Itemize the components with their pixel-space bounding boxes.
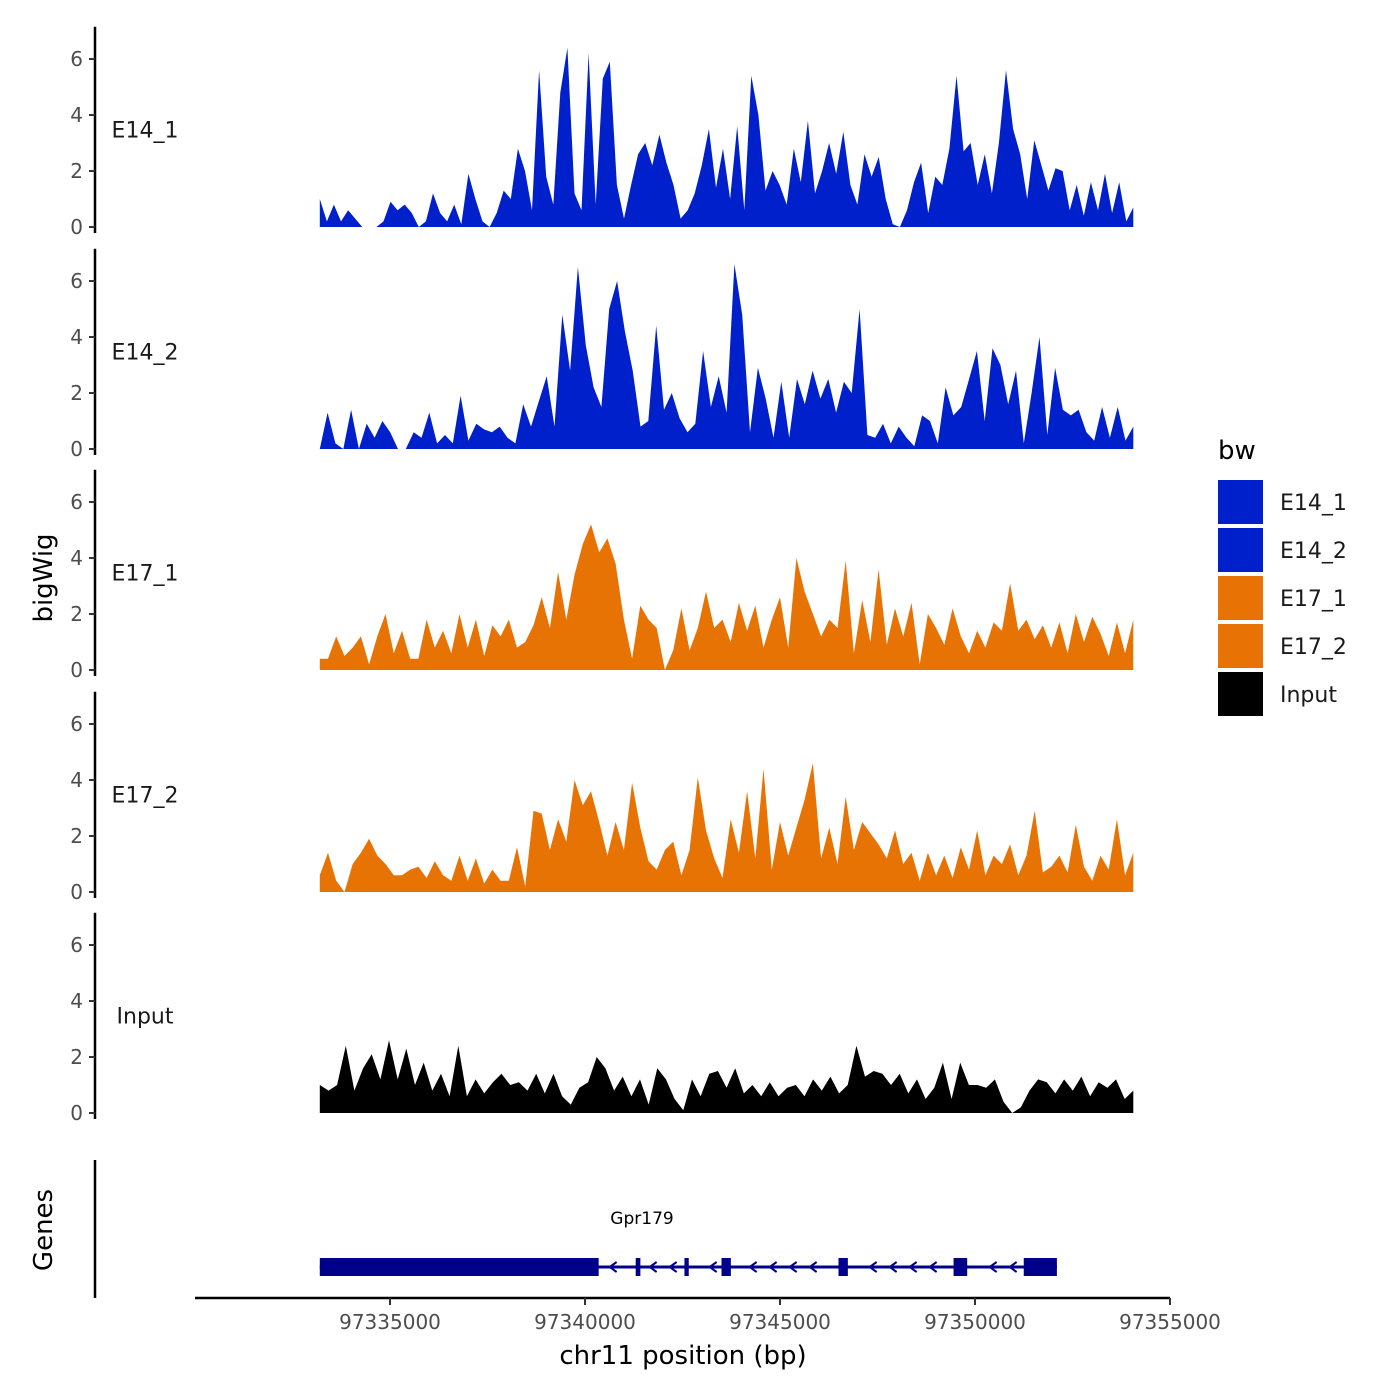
coverage-area-E14_2	[319, 264, 1134, 449]
track-Input: 0 2 4 6 Input	[70, 912, 1134, 1125]
tracks-layer: 0 2 4 6 E14_1 0 2 4 6 E14_2 0 2 4 6 E17_1 0 2 4 6 E17_2 0 2 4 6…	[70, 26, 1134, 1125]
gene-name-label: Gpr179	[610, 1209, 673, 1229]
strand-arrow	[787, 1261, 798, 1273]
y-tick-label: 0	[70, 215, 83, 239]
legend-label: E17_2	[1280, 635, 1347, 660]
legend-key-E14_1	[1218, 480, 1263, 524]
legend-label: Input	[1280, 683, 1337, 708]
y-tick-label: 0	[70, 437, 83, 461]
y-tick-label: 2	[70, 602, 83, 626]
gene-exon	[1023, 1258, 1057, 1276]
genes-track-label: Genes	[29, 1189, 59, 1271]
legend-label: E14_2	[1280, 539, 1347, 564]
y-tick-label: 4	[70, 103, 83, 127]
legend-label: E17_1	[1280, 587, 1347, 612]
y-tick-label: 6	[70, 933, 83, 957]
gene-exon	[684, 1258, 689, 1276]
strand-arrow	[767, 1261, 778, 1273]
legend-label: E14_1	[1280, 491, 1347, 516]
y-tick-label: 2	[70, 159, 83, 183]
y-tick-label: 4	[70, 546, 83, 570]
y-tick-label: 6	[70, 269, 83, 293]
gene-exon	[838, 1258, 848, 1276]
y-axis-title: bigWig	[29, 533, 59, 622]
y-tick-label: 0	[70, 880, 83, 904]
legend-key-E14_2	[1218, 528, 1263, 572]
y-tick-label: 4	[70, 325, 83, 349]
track-E17_2: 0 2 4 6 E17_2	[70, 691, 1134, 904]
track-label: E17_2	[112, 783, 179, 808]
gene-exon	[953, 1258, 968, 1276]
y-tick-label: 0	[70, 1101, 83, 1125]
track-label: E17_1	[112, 561, 179, 586]
track-label: E14_2	[112, 340, 179, 365]
genes-track	[93, 1160, 1057, 1298]
track-E17_1: 0 2 4 6 E17_1	[70, 469, 1134, 682]
x-tick-label: 97355000	[1119, 1310, 1221, 1334]
strand-arrow	[607, 1261, 618, 1273]
track-label: E14_1	[112, 118, 179, 143]
gene-exon	[319, 1258, 599, 1276]
legend-key-E17_2	[1218, 624, 1263, 668]
strand-arrow	[647, 1261, 658, 1273]
y-tick-label: 6	[70, 712, 83, 736]
x-tick-label: 97340000	[534, 1310, 636, 1334]
y-tick-label: 6	[70, 490, 83, 514]
strand-arrow	[807, 1261, 818, 1273]
legend-key-E17_1	[1218, 576, 1263, 620]
legend-title: bw	[1218, 436, 1256, 466]
y-tick-label: 2	[70, 824, 83, 848]
coverage-area-Input	[319, 1040, 1134, 1113]
strand-arrow	[927, 1261, 938, 1273]
y-tick-label: 2	[70, 1045, 83, 1069]
strand-arrow	[1007, 1261, 1018, 1273]
track-E14_2: 0 2 4 6 E14_2	[70, 248, 1134, 461]
strand-arrow	[987, 1261, 998, 1273]
x-tick-label: 97335000	[339, 1310, 441, 1334]
legend-key-Input	[1218, 672, 1263, 716]
x-tick-label: 97345000	[729, 1310, 831, 1334]
coverage-area-E17_2	[319, 763, 1134, 892]
track-label: Input	[117, 1004, 174, 1029]
strand-arrow	[907, 1261, 918, 1273]
track-E14_1: 0 2 4 6 E14_1	[70, 26, 1134, 239]
y-tick-label: 6	[70, 47, 83, 71]
y-tick-label: 4	[70, 768, 83, 792]
x-tick-label: 97350000	[924, 1310, 1026, 1334]
gene-exon	[635, 1258, 641, 1276]
y-tick-label: 4	[70, 989, 83, 1013]
legend: bw E14_1 E14_2 E17_1 E17_2 Input	[1218, 436, 1347, 716]
strand-arrow	[887, 1261, 898, 1273]
strand-arrow	[867, 1261, 878, 1273]
gene-exon	[721, 1258, 731, 1276]
y-tick-label: 2	[70, 381, 83, 405]
y-tick-label: 0	[70, 658, 83, 682]
x-axis-title: chr11 position (bp)	[559, 1341, 806, 1371]
strand-arrow	[747, 1261, 758, 1273]
strand-arrow	[707, 1261, 718, 1273]
coverage-area-E17_1	[319, 524, 1134, 670]
strand-arrow	[667, 1261, 678, 1273]
coverage-area-E14_1	[319, 47, 1134, 227]
x-axis: 97335000 97340000 97345000 97350000 97355000	[195, 1296, 1221, 1334]
